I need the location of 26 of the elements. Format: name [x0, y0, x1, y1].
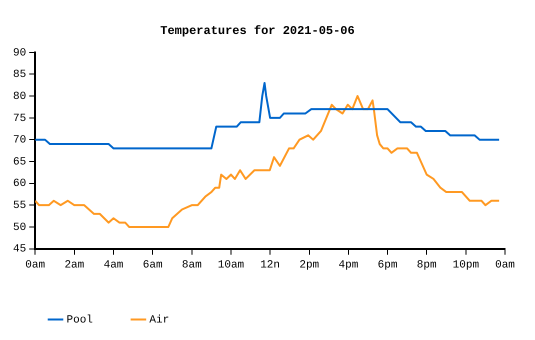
y-tick-label: 80: [13, 90, 26, 103]
x-tick-label: 6pm: [378, 259, 398, 272]
y-tick-label: 55: [13, 200, 26, 212]
y-tick-label: 45: [13, 244, 26, 256]
x-tick-label: 8pm: [416, 259, 437, 272]
x-tick-label: 2am: [64, 259, 85, 272]
x-tick-label: 10pm: [452, 259, 480, 272]
legend-label: Air: [149, 314, 170, 326]
y-tick-label: 50: [13, 222, 26, 234]
x-tick-label: 2pm: [299, 259, 320, 272]
x-tick-label: 8am: [182, 259, 202, 272]
x-tick-label: 10am: [218, 259, 245, 272]
y-tick-label: 85: [13, 69, 26, 82]
y-tick-label: 70: [13, 134, 26, 147]
y-tick-label: 75: [13, 112, 26, 125]
x-tick-label: 4am: [104, 259, 124, 272]
x-tick-label: 0am: [25, 259, 46, 272]
x-tick-label: 4pm: [338, 259, 359, 272]
chart-title: Temperatures for 2021-05-06: [160, 24, 355, 38]
x-tick-label: 0am: [495, 259, 516, 272]
y-tick-label: 60: [13, 178, 26, 190]
y-tick-label: 65: [13, 156, 26, 168]
y-tick-label: 90: [13, 47, 26, 60]
legend-label: Pool: [66, 314, 93, 326]
x-tick-label: 6am: [142, 259, 163, 272]
x-tick-label: 12n: [260, 259, 280, 272]
